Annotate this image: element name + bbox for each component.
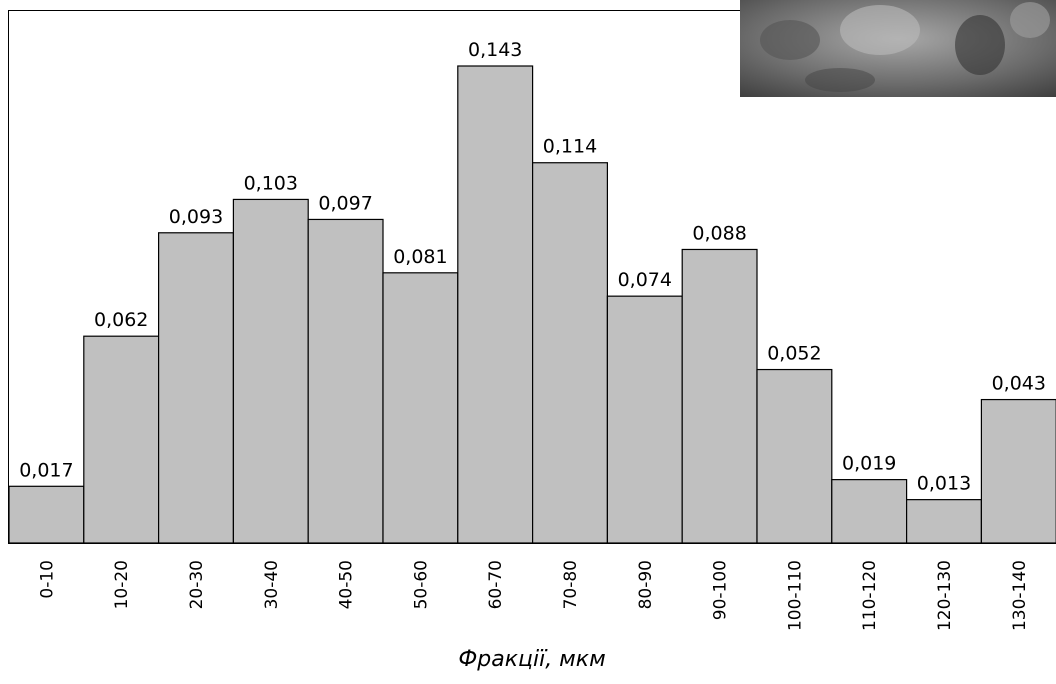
bar — [9, 486, 84, 543]
x-tick-label: 0-10 — [37, 560, 57, 599]
value-label: 0,043 — [992, 373, 1046, 395]
bar — [682, 249, 757, 543]
value-label: 0,062 — [94, 309, 148, 331]
x-tick-label: 90-100 — [711, 560, 731, 620]
bar — [233, 199, 308, 543]
bar — [308, 219, 383, 543]
x-tick-label: 120-130 — [935, 560, 955, 631]
plot-area: 0,017 0-10 0,062 10-20 0,093 20-30 0,103 30-40 0… — [9, 39, 1056, 631]
value-label: 0,114 — [543, 136, 597, 158]
x-tick-label: 30-40 — [262, 560, 282, 609]
x-tick-label: 20-30 — [187, 560, 207, 609]
bar — [757, 370, 832, 543]
bar — [159, 233, 234, 543]
value-label: 0,143 — [468, 39, 522, 61]
bar — [832, 480, 907, 543]
bar — [907, 500, 982, 543]
value-label: 0,013 — [917, 473, 971, 495]
value-label: 0,074 — [618, 269, 672, 291]
value-label: 0,017 — [19, 459, 73, 481]
x-tick-label: 100-110 — [785, 560, 805, 631]
bar — [607, 296, 682, 543]
chart: 0,017 0-10 0,062 10-20 0,093 20-30 0,103 30-40 0… — [0, 0, 1056, 684]
x-tick-label: 110-120 — [860, 560, 880, 631]
bar — [383, 273, 458, 543]
x-tick-label: 60-70 — [486, 560, 506, 609]
x-tick-label: 70-80 — [561, 560, 581, 609]
x-tick-label: 40-50 — [337, 560, 357, 609]
value-label: 0,088 — [692, 222, 746, 244]
value-label: 0,019 — [842, 453, 896, 475]
value-label: 0,103 — [244, 172, 298, 194]
value-label: 0,052 — [767, 343, 821, 365]
x-tick-label: 80-90 — [636, 560, 656, 609]
photo — [740, 0, 1056, 97]
value-label: 0,093 — [169, 206, 223, 228]
bar — [533, 163, 608, 543]
value-label: 0,081 — [393, 246, 447, 268]
x-tick-label: 10-20 — [112, 560, 132, 609]
bar — [458, 66, 533, 543]
value-label: 0,097 — [318, 192, 372, 214]
bar — [84, 336, 159, 543]
bar — [981, 400, 1056, 543]
x-tick-label: 130-140 — [1010, 560, 1030, 631]
x-axis-title: Фракції, мкм — [458, 647, 605, 672]
x-tick-label: 50-60 — [411, 560, 431, 609]
